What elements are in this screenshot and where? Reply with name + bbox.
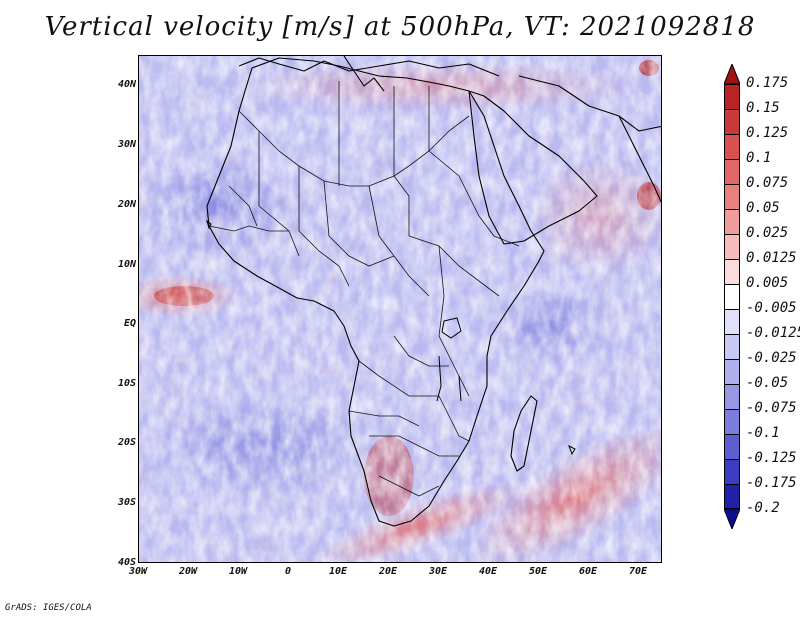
colorbar-label: -0.05 <box>746 375 789 391</box>
lat-label-20n: 20N <box>117 199 136 210</box>
lat-label-40s: 40S <box>117 557 136 568</box>
footer-credit: GrADS: IGES/COLA <box>5 603 92 613</box>
colorbar-swatch <box>724 234 740 259</box>
colorbar-label: -0.005 <box>746 300 797 316</box>
lon-label-0: 0 <box>284 566 292 577</box>
lon-label-60e: 60E <box>578 566 598 577</box>
colorbar-label: 0.1 <box>746 150 772 166</box>
lon-label-30w: 30W <box>128 566 148 577</box>
colorbar-swatch <box>724 334 740 359</box>
lon-label-50e: 50E <box>528 566 548 577</box>
colorbar-swatch <box>724 209 740 234</box>
country-borders <box>208 81 520 497</box>
colorbar-swatch <box>724 459 740 484</box>
colorbar-label: 0.125 <box>746 125 789 141</box>
lat-label-10n: 10N <box>117 259 136 270</box>
lat-label-30n: 30N <box>117 139 136 150</box>
colorbar-label: -0.125 <box>746 450 797 466</box>
lat-label-30s: 30S <box>117 497 136 508</box>
colorbar-swatch <box>724 134 740 159</box>
colorbar-label: -0.075 <box>746 400 797 416</box>
colorbar-label: -0.1 <box>746 425 780 441</box>
colorbar-swatch <box>724 259 740 284</box>
lon-label-70e: 70E <box>628 566 648 577</box>
lat-label-10s: 10S <box>117 378 136 389</box>
colorbar-swatch <box>724 434 740 459</box>
colorbar-swatch <box>724 384 740 409</box>
lon-label-20e: 20E <box>378 566 398 577</box>
lat-label-eq: EQ <box>123 318 136 329</box>
lon-label-10w: 10W <box>228 566 248 577</box>
colorbar-swatch <box>724 409 740 434</box>
colorbar-top-arrow <box>724 64 740 84</box>
colorbar-swatch <box>724 484 740 509</box>
colorbar-label: -0.0125 <box>746 325 800 341</box>
colorbar-swatch <box>724 109 740 134</box>
lon-label-20w: 20W <box>178 566 198 577</box>
colorbar-label: 0.025 <box>746 225 789 241</box>
lat-label-40n: 40N <box>117 79 136 90</box>
colorbar-label: 0.0125 <box>746 250 797 266</box>
colorbar-swatch <box>724 84 740 109</box>
lakes <box>206 219 576 456</box>
colorbar-label: 0.175 <box>746 75 789 91</box>
colorbar-label: 0.075 <box>746 175 789 191</box>
colorbar-label: 0.005 <box>746 275 789 291</box>
colorbar-bottom-arrow <box>724 509 740 529</box>
lon-label-30e: 30E <box>428 566 448 577</box>
colorbar-swatch <box>724 159 740 184</box>
colorbar-label: 0.05 <box>746 200 780 216</box>
velocity-field-map <box>139 56 661 562</box>
colorbar-label: -0.025 <box>746 350 797 366</box>
map-title: Vertical velocity [m/s] at 500hPa, VT: 2… <box>44 12 756 42</box>
coastlines <box>206 56 661 527</box>
colorbar-label: 0.15 <box>746 100 780 116</box>
colorbar-swatch <box>724 309 740 334</box>
colorbar-label: -0.175 <box>746 475 797 491</box>
colorbar-label: -0.2 <box>746 500 780 516</box>
colorbar-swatch <box>724 184 740 209</box>
lat-label-20s: 20S <box>117 437 136 448</box>
colorbar-swatch <box>724 359 740 384</box>
lon-label-40e: 40E <box>478 566 498 577</box>
map-plot-area <box>138 55 662 563</box>
colorbar-swatch <box>724 284 740 309</box>
lon-label-10e: 10E <box>328 566 348 577</box>
